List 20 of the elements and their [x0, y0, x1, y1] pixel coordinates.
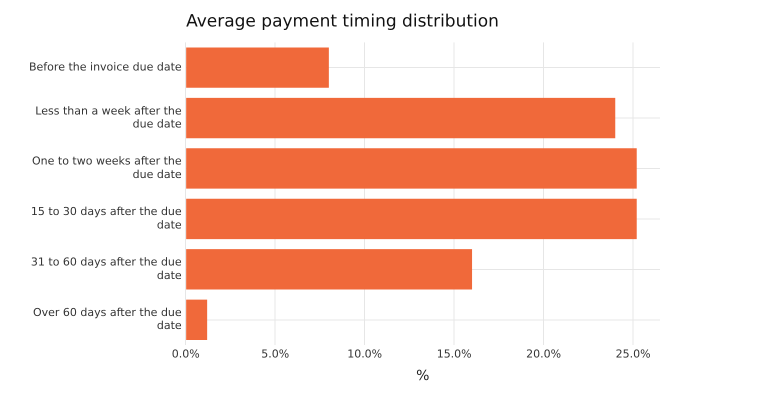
y-tick-label: One to two weeks after the due date [32, 154, 182, 181]
x-tick-label: 15.0% [436, 347, 472, 360]
bar [186, 198, 637, 240]
x-axis-title: % [416, 368, 430, 384]
bar [186, 47, 329, 88]
y-tick-label: 15 to 30 days after the due date [30, 205, 182, 232]
bar [186, 249, 472, 290]
x-tick-label: 5.0% [261, 347, 290, 360]
y-tick-label: Before the invoice due date [28, 60, 182, 74]
x-tick-label: 10.0% [347, 347, 382, 360]
x-tick-label: 20.0% [526, 347, 562, 360]
bar [186, 98, 616, 138]
bar [186, 300, 208, 340]
y-tick-label: Over 60 days after the due date [32, 306, 182, 332]
chart-title: Average payment timing distribution [186, 12, 499, 32]
x-tick-label: 25.0% [616, 347, 651, 360]
bar [186, 148, 637, 189]
y-tick-label: 31 to 60 days after the due date [30, 256, 182, 282]
y-tick-label: Less than a week after the due date [35, 104, 182, 131]
x-tick-label: 0.0% [172, 347, 200, 360]
